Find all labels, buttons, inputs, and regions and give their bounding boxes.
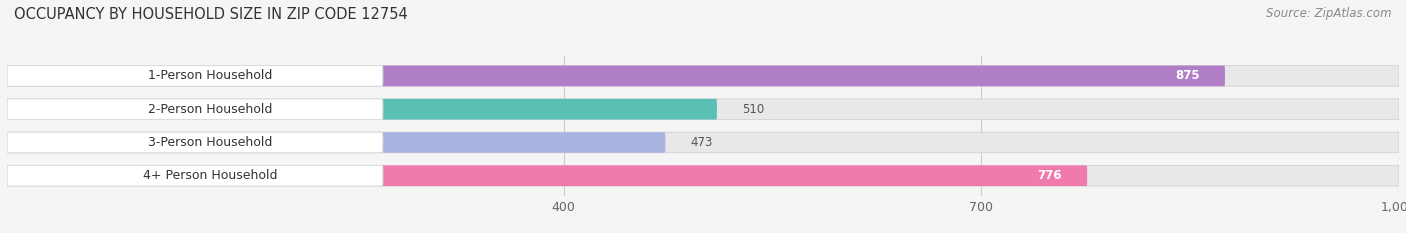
FancyBboxPatch shape [7,99,382,120]
FancyBboxPatch shape [7,165,1399,186]
FancyBboxPatch shape [7,132,382,153]
FancyBboxPatch shape [7,132,1399,153]
Text: Source: ZipAtlas.com: Source: ZipAtlas.com [1267,7,1392,20]
FancyBboxPatch shape [7,99,1399,120]
Text: OCCUPANCY BY HOUSEHOLD SIZE IN ZIP CODE 12754: OCCUPANCY BY HOUSEHOLD SIZE IN ZIP CODE … [14,7,408,22]
Text: 473: 473 [690,136,713,149]
FancyBboxPatch shape [7,65,382,86]
Text: 510: 510 [742,103,765,116]
FancyBboxPatch shape [7,165,382,186]
FancyBboxPatch shape [7,99,717,120]
FancyBboxPatch shape [7,132,665,153]
Text: 2-Person Household: 2-Person Household [148,103,273,116]
Text: 3-Person Household: 3-Person Household [148,136,273,149]
FancyBboxPatch shape [7,65,1399,86]
FancyBboxPatch shape [7,65,1225,86]
Text: 776: 776 [1038,169,1062,182]
FancyBboxPatch shape [7,165,1087,186]
Text: 4+ Person Household: 4+ Person Household [143,169,277,182]
Text: 875: 875 [1175,69,1199,82]
Text: 1-Person Household: 1-Person Household [148,69,273,82]
